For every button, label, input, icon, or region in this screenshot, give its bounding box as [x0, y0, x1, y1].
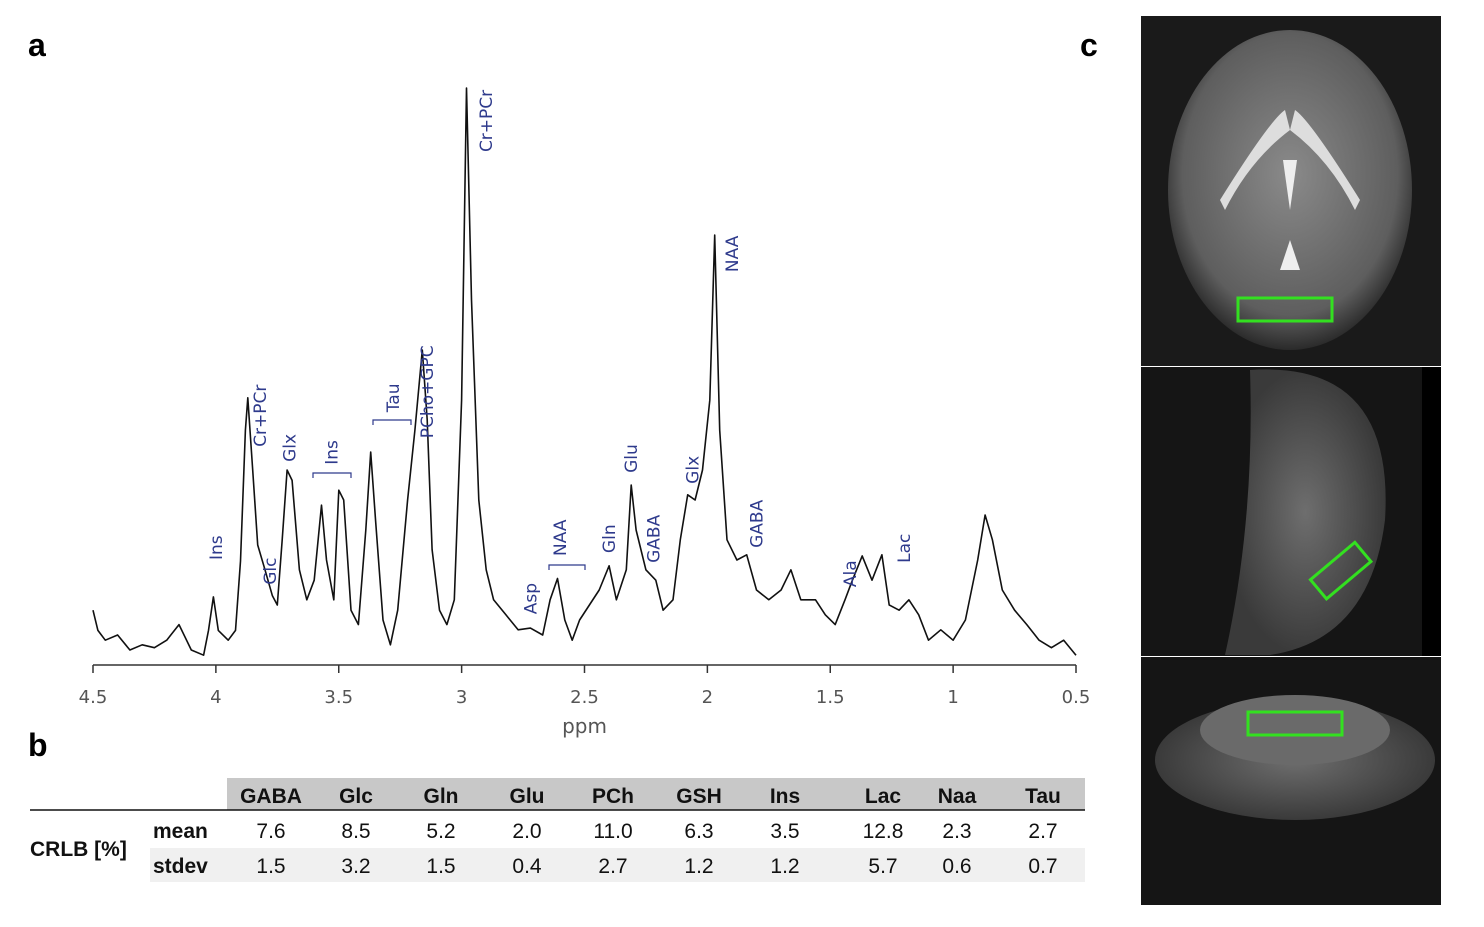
table-cell: 1.2 — [770, 855, 799, 878]
table-cell: 0.7 — [1028, 855, 1057, 878]
panel-label: c — [1080, 27, 1098, 63]
x-tick-label: 3.5 — [324, 687, 353, 708]
panel-label: a — [28, 27, 46, 63]
x-tick-label: 0.5 — [1062, 687, 1091, 708]
x-tick-label: 2.5 — [570, 687, 599, 708]
row-band — [150, 848, 1085, 882]
column-header: PCh — [592, 785, 634, 808]
table-cell: 1.2 — [684, 855, 713, 878]
x-tick-label: 4.5 — [79, 687, 108, 708]
peak-label: Cr+PCr — [477, 90, 497, 152]
row-group: CRLB [%] — [30, 838, 127, 861]
x-axis-label: ppm — [562, 714, 607, 738]
table-cell: 2.0 — [512, 820, 541, 843]
row-label: stdev — [153, 855, 208, 878]
peak-label: Gln — [600, 524, 620, 553]
spectrum-line — [92, 87, 1077, 656]
peak-label: Cr+PCr — [251, 385, 271, 447]
table-cell: 8.5 — [341, 820, 370, 843]
table-cell: 2.7 — [598, 855, 627, 878]
peak-label: Ins — [322, 440, 342, 465]
header-band — [227, 778, 1085, 810]
column-header: Gln — [424, 785, 459, 808]
row-label: mean — [153, 820, 208, 843]
peak-label: Ala — [841, 560, 861, 587]
column-header: Naa — [938, 785, 977, 808]
table-cell: 12.8 — [863, 820, 904, 843]
column-header: Ins — [770, 785, 800, 808]
peak-label: Glu — [622, 444, 642, 473]
column-header: GABA — [240, 785, 302, 808]
peak-label: Glc — [261, 558, 281, 585]
x-tick-label: 1 — [947, 687, 958, 708]
peak-label: Glx — [281, 434, 301, 462]
x-tick-label: 2 — [702, 687, 713, 708]
peak-label: PCho+GPC — [418, 345, 438, 438]
peak-label: Glx — [684, 456, 704, 484]
column-header: Tau — [1025, 785, 1061, 808]
x-tick-label: 3 — [456, 687, 467, 708]
table-cell: 3.5 — [770, 820, 799, 843]
mri-images — [1141, 16, 1441, 905]
table-cell: 0.4 — [512, 855, 542, 878]
table-cell: 7.6 — [256, 820, 285, 843]
peak-label: GABA — [644, 514, 664, 562]
column-header: Glc — [339, 785, 373, 808]
peak-label: GABA — [748, 499, 768, 547]
peak-label: Asp — [521, 583, 541, 614]
table-cell: 3.2 — [341, 855, 370, 878]
brackets — [312, 419, 586, 570]
peak-label: Tau — [384, 384, 404, 414]
table-cell: 6.3 — [684, 820, 713, 843]
table-cell: 11.0 — [593, 820, 632, 843]
peak-label: Lac — [895, 534, 915, 563]
table-cell: 2.7 — [1028, 820, 1057, 843]
table-cell: 5.2 — [426, 820, 455, 843]
table-cell: 1.5 — [426, 855, 455, 878]
table-cell: 5.7 — [868, 855, 897, 878]
panel-label: b — [28, 727, 48, 763]
table-cell: 1.5 — [256, 855, 285, 878]
column-header: Glu — [510, 785, 545, 808]
peak-label: Ins — [207, 535, 227, 560]
x-tick-label: 4 — [210, 687, 221, 708]
column-header: Lac — [865, 785, 902, 808]
peak-label: NAA — [551, 519, 571, 556]
column-header: GSH — [676, 785, 722, 808]
table-cell: 2.3 — [942, 820, 971, 843]
peak-label: NAA — [723, 235, 743, 272]
x-tick-label: 1.5 — [816, 687, 845, 708]
table-cell: 0.6 — [942, 855, 971, 878]
